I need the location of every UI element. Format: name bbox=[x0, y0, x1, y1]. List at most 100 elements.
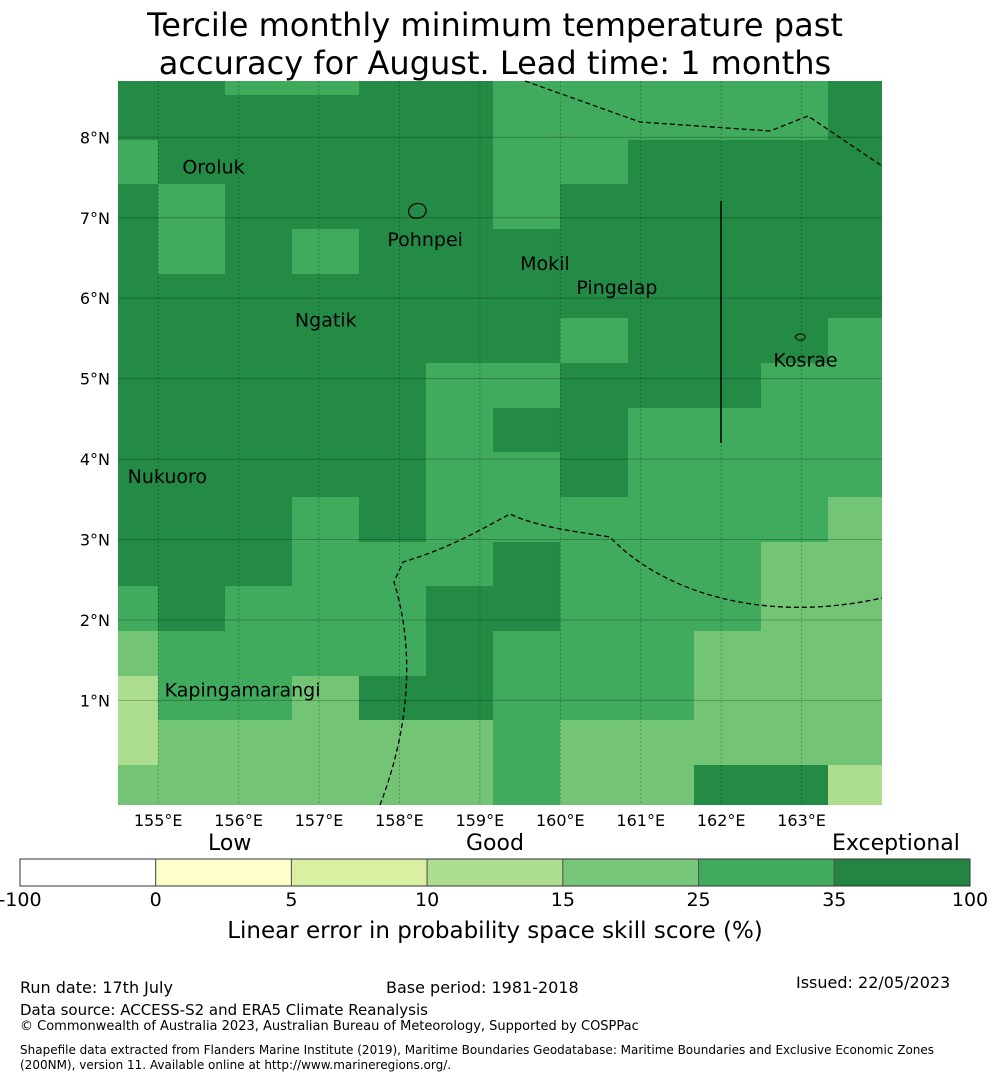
chart-title: Tercile monthly minimum temperature past… bbox=[0, 6, 990, 82]
skill-cell bbox=[493, 631, 694, 676]
base-period: Base period: 1981-2018 bbox=[386, 978, 579, 997]
island-outlines bbox=[407, 202, 806, 341]
skill-cell bbox=[225, 81, 359, 95]
y-tick-label: 3°N bbox=[80, 531, 110, 550]
run-date: Run date: 17th July bbox=[20, 978, 173, 997]
y-tick-label: 7°N bbox=[80, 209, 110, 228]
skill-cell bbox=[493, 676, 694, 720]
y-tick-label: 2°N bbox=[80, 611, 110, 630]
place-labels: Oroluk Pohnpei Mokil Pingelap Ngatik Kosrae Nu… bbox=[128, 157, 838, 702]
skill-cell bbox=[118, 631, 158, 676]
skill-cell bbox=[292, 229, 359, 274]
skill-cell bbox=[560, 720, 694, 805]
skill-cell bbox=[359, 676, 426, 720]
skill-cell bbox=[426, 363, 560, 408]
skill-cell bbox=[560, 363, 628, 497]
shapefile-credit: Shapefile data extracted from Flanders M… bbox=[20, 1043, 935, 1072]
category-exceptional: Exceptional bbox=[832, 831, 960, 856]
skill-cell bbox=[828, 318, 882, 363]
skill-cell bbox=[292, 497, 359, 542]
category-good: Good bbox=[466, 831, 524, 856]
skill-cell bbox=[493, 542, 560, 631]
skill-cell bbox=[225, 586, 426, 631]
map-gridlines bbox=[118, 81, 882, 805]
issued-date: Issued: 22/05/2023 bbox=[796, 973, 951, 992]
colorbar-tick-label: 15 bbox=[550, 889, 575, 911]
colorbar-tick-label: 100 bbox=[951, 889, 989, 911]
colorbar-tick-label: 5 bbox=[285, 889, 298, 911]
title-line-2: accuracy for August. Lead time: 1 months bbox=[158, 44, 832, 82]
skill-cell bbox=[628, 140, 882, 318]
skill-cells bbox=[118, 81, 882, 805]
x-tick-label: 159°E bbox=[456, 811, 505, 830]
data-source: Data source: ACCESS-S2 and ERA5 Climate … bbox=[20, 1001, 428, 1019]
x-tick-label: 158°E bbox=[375, 811, 424, 830]
eez-boundary-north bbox=[524, 80, 883, 167]
skill-cell bbox=[359, 497, 426, 542]
y-tick-label: 8°N bbox=[80, 128, 110, 147]
skill-cell bbox=[694, 631, 882, 765]
skill-cell bbox=[118, 586, 158, 631]
colorbar-tick-label: -100 bbox=[0, 889, 42, 911]
copyright: © Commonwealth of Australia 2023, Austra… bbox=[20, 1019, 639, 1034]
skill-cell bbox=[426, 408, 493, 452]
skill-cell bbox=[158, 184, 225, 274]
eez-boundaries bbox=[379, 80, 883, 806]
place-label: Pingelap bbox=[576, 277, 657, 299]
skill-cell bbox=[426, 452, 560, 497]
skill-cell bbox=[560, 542, 761, 586]
skill-cell bbox=[292, 542, 493, 586]
skill-cell bbox=[118, 676, 158, 765]
y-tick-label: 4°N bbox=[80, 450, 110, 469]
skill-cell bbox=[118, 765, 158, 805]
kosrae-island bbox=[794, 333, 806, 341]
colorbar-tick-label: 0 bbox=[149, 889, 162, 911]
colorbar-segment bbox=[833, 858, 971, 887]
colorbar-segment bbox=[155, 858, 292, 887]
skill-cell bbox=[828, 765, 882, 805]
skill-cell bbox=[560, 586, 761, 631]
x-tick-label: 156°E bbox=[214, 811, 263, 830]
skill-cell bbox=[158, 631, 426, 676]
colorbar-segment bbox=[19, 858, 157, 887]
skill-cell bbox=[493, 184, 560, 229]
x-tick-label: 163°E bbox=[777, 811, 826, 830]
colorbar-tick-label: 10 bbox=[415, 889, 440, 911]
eez-boundary-south bbox=[379, 513, 883, 806]
skill-cell bbox=[426, 586, 493, 720]
x-tick-label: 160°E bbox=[536, 811, 585, 830]
y-tick-label: 5°N bbox=[80, 370, 110, 389]
colorbar-segment bbox=[426, 858, 564, 887]
colorbar bbox=[19, 858, 971, 887]
colorbar-label: Linear error in probability space skill … bbox=[227, 918, 763, 944]
skill-cell bbox=[158, 720, 493, 805]
skill-cell bbox=[292, 676, 359, 720]
y-tick-label: 6°N bbox=[80, 289, 110, 308]
place-label: Oroluk bbox=[182, 157, 244, 179]
colorbar-segment bbox=[290, 858, 428, 887]
pohnpei-island bbox=[407, 202, 427, 219]
x-tick-labels: 155°E 156°E 157°E 158°E 159°E 160°E 161°E 162°E… bbox=[134, 811, 826, 830]
skill-cell bbox=[828, 497, 882, 542]
skill-cell bbox=[628, 363, 761, 408]
category-low: Low bbox=[208, 831, 252, 856]
skill-cell bbox=[493, 81, 828, 140]
title-line-1: Tercile monthly minimum temperature past bbox=[147, 6, 843, 44]
skill-cell bbox=[493, 408, 560, 452]
skill-cell bbox=[761, 542, 882, 631]
skill-map: Oroluk Pohnpei Mokil Pingelap Ngatik Kosrae Nu… bbox=[80, 80, 883, 830]
colorbar-frame bbox=[19, 858, 971, 887]
skill-cell bbox=[118, 140, 158, 184]
colorbar-segment bbox=[562, 858, 700, 887]
skill-cell bbox=[493, 140, 628, 184]
colorbar-tick-label: 35 bbox=[822, 889, 847, 911]
skill-cell bbox=[493, 720, 560, 805]
skill-cell bbox=[628, 408, 882, 497]
x-tick-label: 161°E bbox=[616, 811, 665, 830]
colorbar-tick-label: 25 bbox=[686, 889, 711, 911]
x-tick-label: 157°E bbox=[295, 811, 344, 830]
place-label: Nukuoro bbox=[128, 466, 207, 488]
place-label: Ngatik bbox=[295, 309, 357, 331]
skill-cell bbox=[158, 586, 225, 631]
y-tick-label: 1°N bbox=[80, 691, 110, 710]
